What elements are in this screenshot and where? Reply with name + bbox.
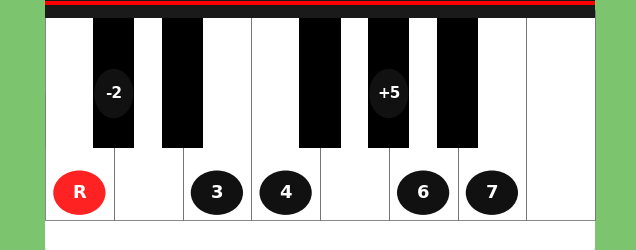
Ellipse shape [191, 170, 243, 215]
Bar [437, 18, 478, 148]
Bar [114, 10, 183, 220]
FancyBboxPatch shape [45, 0, 595, 250]
Ellipse shape [466, 170, 518, 215]
Bar [389, 10, 457, 220]
Ellipse shape [259, 170, 312, 215]
Text: 4: 4 [279, 184, 292, 202]
Text: 3: 3 [211, 184, 223, 202]
FancyBboxPatch shape [0, 0, 45, 250]
Bar [251, 10, 320, 220]
FancyBboxPatch shape [595, 0, 636, 250]
Polygon shape [0, 0, 48, 250]
Bar [526, 10, 595, 220]
Ellipse shape [94, 69, 134, 118]
Bar [368, 18, 410, 148]
Text: +5: +5 [377, 86, 401, 101]
Bar [45, 1, 595, 5]
Text: 6: 6 [417, 184, 429, 202]
Bar [93, 18, 134, 148]
Bar [457, 10, 526, 220]
Bar [45, 10, 114, 220]
Text: -2: -2 [105, 86, 122, 101]
Bar [300, 18, 341, 148]
Text: R: R [73, 184, 86, 202]
Ellipse shape [369, 69, 408, 118]
Text: 7: 7 [486, 184, 498, 202]
Bar [45, 0, 595, 18]
Ellipse shape [53, 170, 106, 215]
Bar [183, 10, 251, 220]
Ellipse shape [397, 170, 449, 215]
Polygon shape [592, 0, 636, 250]
Bar [162, 18, 203, 148]
Bar [320, 10, 389, 220]
